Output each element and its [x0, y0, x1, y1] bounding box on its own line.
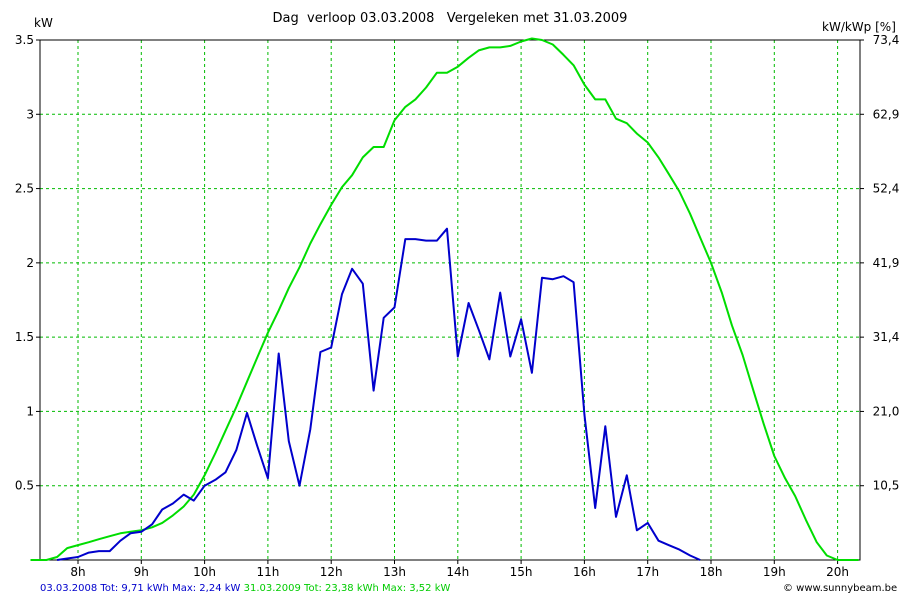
y-tick-label: 0.5	[15, 479, 34, 493]
y2-tick-label: 52,4	[873, 182, 900, 196]
y-axis-right: 10,5 21,0 31,4 41,9 52,4 62,9 73,4	[860, 33, 899, 493]
legend-series-a: 03.03.2008 Tot: 9,71 kWh Max: 2,24 kW	[40, 583, 241, 594]
x-tick-label: 20h	[826, 565, 849, 579]
grid	[40, 40, 860, 560]
y2-tick-label: 31,4	[873, 330, 900, 344]
x-tick-label: 10h	[193, 565, 216, 579]
y-axis-unit-left: kW	[34, 16, 53, 30]
y2-tick-label: 10,5	[873, 479, 900, 493]
y-tick-label: 3.5	[15, 33, 34, 47]
x-tick-label: 12h	[320, 565, 343, 579]
legend-footer: 03.03.2008 Tot: 9,71 kWh Max: 2,24 kW 31…	[40, 583, 450, 594]
y-tick-label: 1.5	[15, 330, 34, 344]
series-line-31-03-2009	[30, 37, 859, 561]
x-tick-label: 14h	[446, 565, 469, 579]
x-tick-label: 9h	[134, 565, 149, 579]
x-tick-label: 15h	[510, 565, 533, 579]
x-tick-label: 18h	[700, 565, 723, 579]
x-axis: 8h 9h 10h 11h 12h 13h 14h 15h 16h 17h 18h 19h 20h	[70, 560, 849, 579]
plot-frame	[39, 39, 861, 561]
series	[30, 37, 859, 561]
x-tick-label: 17h	[636, 565, 659, 579]
x-tick-label: 11h	[256, 565, 279, 579]
chart-title: Dag verloop 03.03.2008 Vergeleken met 31…	[272, 11, 628, 26]
y-axis-unit-right: kW/kWp [%]	[822, 20, 896, 34]
y2-tick-label: 62,9	[873, 107, 900, 121]
y2-tick-label: 21,0	[873, 404, 900, 418]
legend-series-b: 31.03.2009 Tot: 23,38 kWh Max: 3,52 kW	[243, 583, 451, 594]
y2-tick-label: 73,4	[873, 33, 900, 47]
credit: © www.sunnybeam.be	[783, 583, 898, 594]
x-tick-label: 13h	[383, 565, 406, 579]
y2-tick-label: 41,9	[873, 256, 900, 270]
x-tick-label: 8h	[70, 565, 85, 579]
x-tick-label: 16h	[573, 565, 596, 579]
y-tick-label: 2.5	[15, 182, 34, 196]
y-tick-label: 1	[26, 404, 34, 418]
series-line-03-03-2008	[56, 227, 701, 561]
y-tick-label: 2	[26, 256, 34, 270]
y-axis-left: 0.5 1 1.5 2 2.5 3 3.5	[15, 33, 40, 493]
y-tick-label: 3	[26, 107, 34, 121]
x-tick-label: 19h	[763, 565, 786, 579]
